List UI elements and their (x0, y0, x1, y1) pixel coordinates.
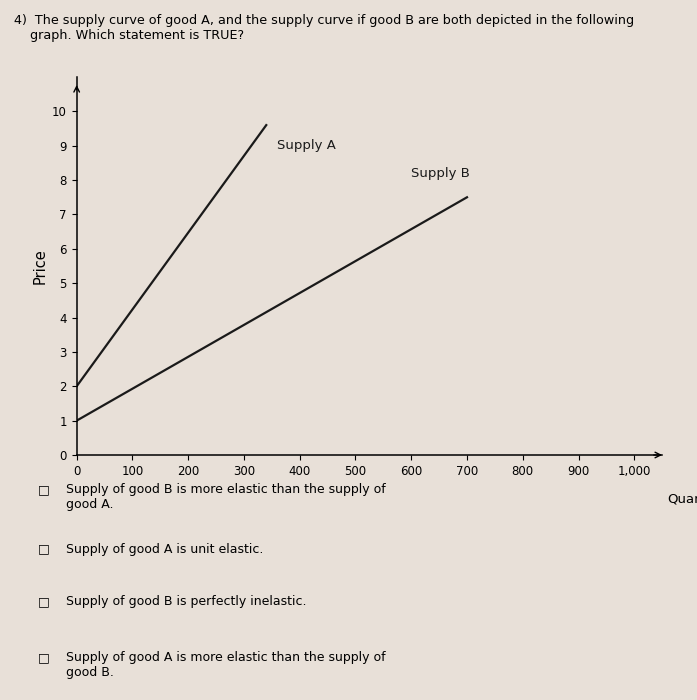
Text: □: □ (38, 595, 50, 608)
Text: Supply A: Supply A (277, 139, 336, 152)
Text: Supply B: Supply B (411, 167, 470, 180)
Text: graph. Which statement is TRUE?: graph. Which statement is TRUE? (14, 29, 244, 43)
Text: Quantity: Quantity (668, 493, 697, 506)
Text: 4)  The supply curve of good A, and the supply curve if good B are both depicted: 4) The supply curve of good A, and the s… (14, 14, 634, 27)
Text: Supply of good A is more elastic than the supply of
good B.: Supply of good A is more elastic than th… (66, 651, 386, 679)
Text: Supply of good B is perfectly inelastic.: Supply of good B is perfectly inelastic. (66, 595, 307, 608)
Y-axis label: Price: Price (33, 248, 48, 284)
Text: □: □ (38, 483, 50, 496)
Text: □: □ (38, 651, 50, 664)
Text: Supply of good A is unit elastic.: Supply of good A is unit elastic. (66, 542, 263, 556)
Text: Supply of good B is more elastic than the supply of
good A.: Supply of good B is more elastic than th… (66, 483, 386, 511)
Text: □: □ (38, 542, 50, 556)
